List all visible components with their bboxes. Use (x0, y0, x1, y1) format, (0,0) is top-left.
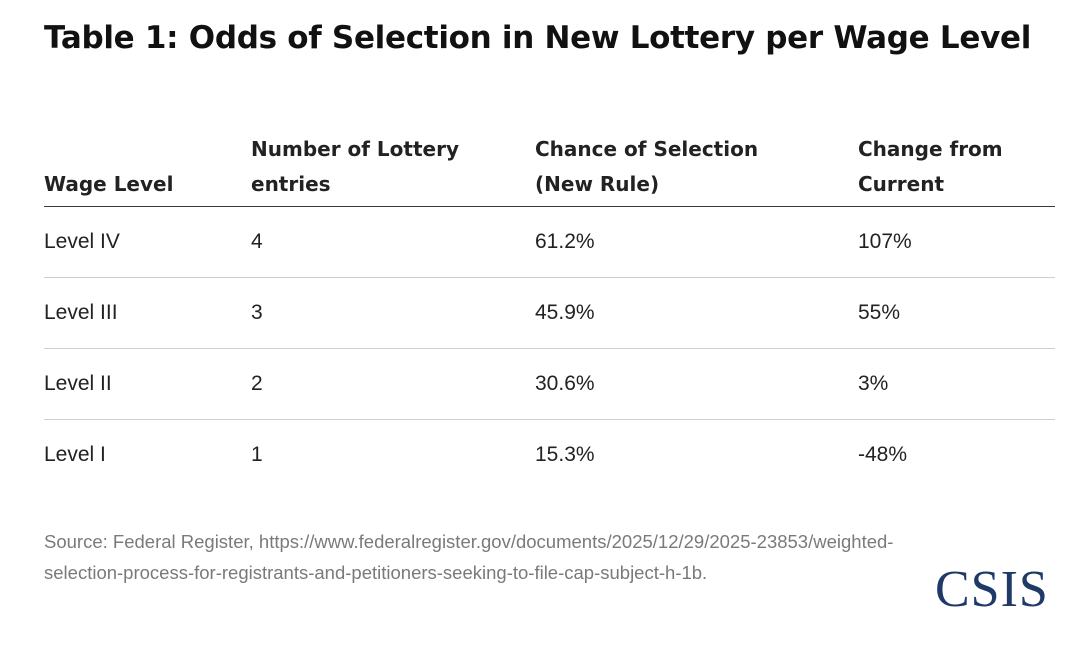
header-chance-of-selection: Chance of Selection (New Rule) (535, 137, 759, 196)
cell-change-from-current: 107% (858, 230, 912, 253)
header-change-from-current: Change from Current (858, 137, 1003, 196)
cell-lottery-entries: 4 (251, 230, 263, 253)
table-title: Table 1: Odds of Selection in New Lotter… (44, 20, 1032, 56)
header-lottery-entries: Number of Lottery entries (251, 137, 459, 196)
cell-chance-of-selection: 30.6% (535, 372, 595, 395)
csis-logo: CSIS (935, 561, 1049, 618)
cell-wage-level: Level II (44, 372, 112, 395)
cell-change-from-current: -48% (858, 443, 908, 466)
cell-chance-of-selection: 45.9% (535, 301, 595, 324)
table-row: Level I 1 15.3% -48% (44, 419, 1055, 490)
cell-wage-level: Level III (44, 301, 118, 324)
data-table: Wage Level Number of Lottery entries Cha… (44, 128, 1055, 490)
header-wage-level: Wage Level (44, 172, 174, 196)
table-row: Level III 3 45.9% 55% (44, 277, 1055, 348)
cell-wage-level: Level IV (44, 230, 120, 253)
cell-change-from-current: 55% (858, 301, 901, 324)
table-row: Level IV 4 61.2% 107% (44, 207, 1055, 277)
cell-lottery-entries: 3 (251, 301, 263, 324)
cell-chance-of-selection: 15.3% (535, 443, 595, 466)
cell-change-from-current: 3% (858, 372, 889, 395)
cell-lottery-entries: 2 (251, 372, 263, 395)
source-note: Source: Federal Register, https://www.fe… (44, 531, 894, 583)
table-row: Level II 2 30.6% 3% (44, 348, 1055, 419)
table-header-row: Wage Level Number of Lottery entries Cha… (44, 128, 1055, 207)
cell-wage-level: Level I (44, 443, 106, 466)
cell-lottery-entries: 1 (251, 443, 263, 466)
cell-chance-of-selection: 61.2% (535, 230, 595, 253)
